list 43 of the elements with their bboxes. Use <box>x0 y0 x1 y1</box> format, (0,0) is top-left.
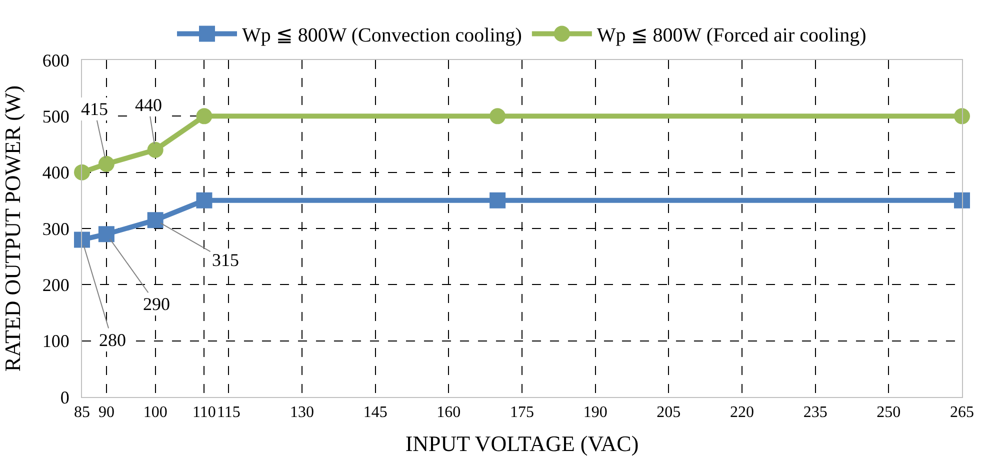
x-tick-label: 110 <box>192 404 216 422</box>
data-label: 440 <box>135 95 162 115</box>
point <box>147 142 164 158</box>
legend-label: Wp ≦ 800W (Forced air cooling) <box>596 24 866 47</box>
point <box>196 108 212 124</box>
x-tick-label: 265 <box>950 404 974 422</box>
point <box>74 232 90 248</box>
point <box>954 192 970 208</box>
data-label: 280 <box>99 330 126 350</box>
legend-label: Wp ≦ 800W (Convection cooling) <box>242 24 522 47</box>
y-tick-label: 0 <box>60 387 70 408</box>
x-tick-label: 90 <box>98 404 114 422</box>
point <box>98 226 114 242</box>
x-tick-label: 100 <box>143 404 168 422</box>
y-axis-title: RATED OUTPUT POWER (W) <box>0 85 26 372</box>
y-tick-label: 300 <box>42 218 70 239</box>
y-tick-label: 600 <box>42 50 70 70</box>
x-tick-label: 145 <box>363 404 388 422</box>
y-tick-label: 100 <box>42 331 70 352</box>
x-tick-label: 160 <box>436 404 461 422</box>
x-tick-label: 205 <box>656 404 681 422</box>
point <box>490 192 506 208</box>
x-tick-label: 220 <box>730 404 754 422</box>
data-label: 290 <box>143 294 170 314</box>
x-tick-label: 190 <box>583 404 608 422</box>
point <box>490 108 506 124</box>
point <box>98 156 114 172</box>
point <box>74 164 90 180</box>
y-tick-label: 400 <box>42 162 70 183</box>
x-tick-label: 130 <box>290 404 314 422</box>
x-tick-label: 115 <box>216 404 240 422</box>
y-tick-label: 500 <box>42 106 70 126</box>
point <box>954 108 970 124</box>
data-label: 315 <box>212 250 239 270</box>
x-tick-label: 235 <box>803 404 828 422</box>
x-tick-label: 250 <box>876 404 901 422</box>
y-tick-label: 200 <box>42 274 70 295</box>
x-tick-label: 85 <box>74 404 90 422</box>
x-tick-label: 175 <box>510 404 534 422</box>
x-axis-title: INPUT VOLTAGE (VAC) <box>405 431 639 456</box>
point <box>196 192 212 208</box>
data-label: 415 <box>81 99 108 119</box>
point <box>147 212 164 228</box>
